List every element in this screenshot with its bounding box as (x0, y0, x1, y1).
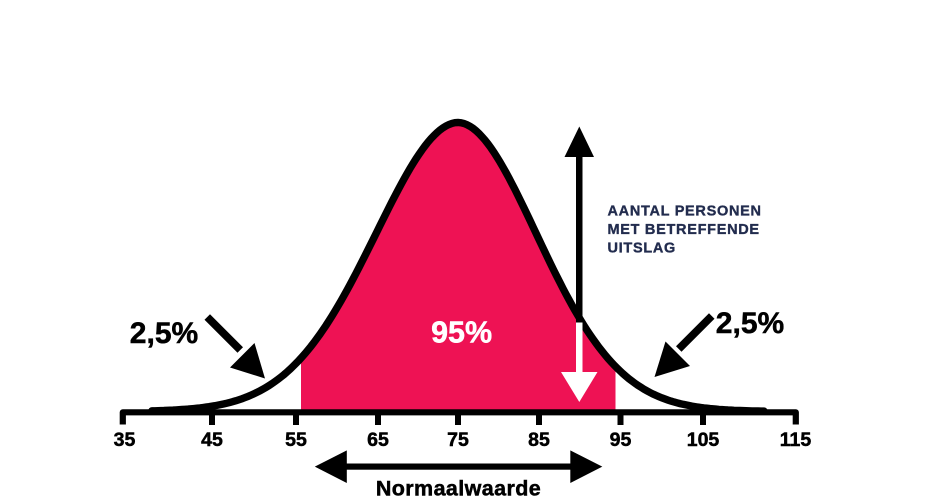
svg-text:35: 35 (114, 429, 136, 451)
svg-text:65: 65 (367, 429, 389, 451)
svg-text:85: 85 (528, 429, 550, 451)
svg-text:2,5%: 2,5% (716, 307, 784, 340)
svg-text:115: 115 (780, 429, 812, 451)
svg-text:2,5%: 2,5% (130, 317, 198, 350)
svg-text:MET BETREFFENDE: MET BETREFFENDE (608, 222, 760, 238)
svg-text:Normaalwaarde: Normaalwaarde (376, 477, 541, 500)
svg-text:95: 95 (610, 429, 632, 451)
svg-text:UITSLAG: UITSLAG (608, 240, 677, 256)
svg-text:95%: 95% (431, 316, 492, 350)
svg-text:75: 75 (447, 429, 469, 451)
svg-text:AANTAL PERSONEN: AANTAL PERSONEN (608, 204, 762, 220)
svg-text:45: 45 (201, 429, 223, 451)
svg-text:55: 55 (285, 429, 307, 451)
svg-text:105: 105 (687, 429, 720, 451)
